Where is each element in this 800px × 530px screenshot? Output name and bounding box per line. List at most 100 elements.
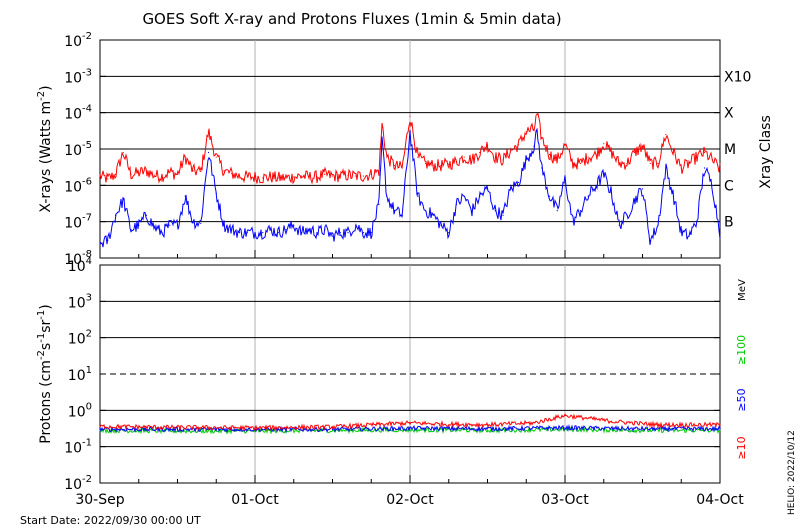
- proton-data-point: [176, 428, 179, 430]
- proton-data-point: [254, 427, 256, 429]
- xray-data-point: [192, 170, 194, 172]
- proton-data-point: [176, 426, 179, 428]
- xray-data-point: [184, 156, 186, 158]
- xray-data-point: [269, 176, 272, 178]
- xray-data-point: [618, 162, 620, 165]
- xray-data-point: [409, 115, 411, 117]
- xray-data-point: [572, 221, 574, 223]
- proton-data-point: [409, 429, 411, 431]
- xray-data-point: [672, 151, 675, 154]
- xray-data-point: [463, 156, 465, 158]
- xray-data-point: [541, 167, 543, 169]
- xray-data-point: [331, 235, 334, 237]
- proton-channel-labels: ≥100 ≥50 ≥10: [735, 335, 748, 460]
- proton-data-point: [440, 423, 442, 425]
- xray-data-point: [138, 224, 140, 226]
- xray-data-point: [626, 162, 628, 165]
- xray-data-point: [355, 224, 357, 226]
- xray-data-point: [448, 232, 450, 234]
- proton-channel-label: ≥100: [735, 335, 748, 365]
- xray-y-tick-label: 10-8: [64, 249, 92, 268]
- xray-data-point: [207, 151, 210, 154]
- xray-data-point: [665, 167, 667, 169]
- xray-data-point: [324, 173, 326, 175]
- xray-gridlines: [100, 40, 720, 258]
- xray-data-point: [223, 224, 225, 226]
- xray-data-point: [145, 214, 148, 216]
- proton-data-point: [719, 429, 721, 432]
- proton-series-line: [99, 423, 721, 434]
- xray-data-point: [254, 232, 256, 234]
- xray-data-point: [153, 174, 155, 176]
- xray-series-line: [99, 127, 721, 248]
- xray-data-point: [510, 150, 512, 152]
- xray-data-point: [316, 176, 318, 178]
- xray-y-tick-label: 10-5: [64, 140, 92, 159]
- proton-data-point: [99, 425, 101, 428]
- xray-data-point: [455, 160, 458, 163]
- proton-y-axis-label: Protons (cm-2s-1sr-1): [36, 304, 54, 443]
- xray-data-point: [184, 195, 186, 197]
- xray-data-point: [680, 232, 682, 234]
- xray-data-point: [610, 151, 613, 154]
- xray-data-point: [719, 232, 721, 234]
- xray-data-point: [99, 175, 101, 177]
- proton-data-point: [533, 422, 535, 424]
- proton-data-point: [564, 414, 566, 417]
- proton-channel-label: ≥50: [735, 388, 748, 411]
- xray-data-point: [517, 144, 520, 146]
- xray-y-tick-label: 10-2: [64, 31, 92, 50]
- xray-data-point: [138, 172, 140, 174]
- proton-data-point: [409, 427, 411, 429]
- xray-data-point: [300, 232, 303, 234]
- xray-data-point: [215, 156, 217, 158]
- xray-data-point: [479, 195, 481, 197]
- x-tick-label: 04-Oct: [696, 492, 744, 508]
- xray-data-point: [525, 159, 527, 161]
- xray-data-point: [696, 221, 698, 223]
- xray-data-point: [293, 176, 295, 178]
- xray-data-point: [510, 188, 512, 190]
- proton-data-point: [486, 429, 489, 432]
- xray-data-point: [703, 151, 706, 154]
- proton-data-point: [719, 424, 721, 426]
- xray-y-tick-label: 10-4: [64, 104, 92, 123]
- xray-data-point: [548, 195, 551, 197]
- xray-data-point: [649, 162, 651, 165]
- xray-data-point: [479, 151, 481, 154]
- xray-data-point: [440, 224, 442, 226]
- xray-data-point: [99, 242, 101, 245]
- xray-data-point: [603, 173, 605, 175]
- xray-data-point: [703, 167, 706, 169]
- xray-data-point: [711, 184, 713, 186]
- xray-data-point: [424, 162, 427, 165]
- xray-data-point: [192, 221, 194, 223]
- xray-data-point: [533, 145, 535, 147]
- xray-data-point: [564, 144, 566, 146]
- xray-data-point: [595, 154, 597, 156]
- proton-data-point: [486, 424, 489, 426]
- xray-data-point: [207, 131, 210, 133]
- xray-y-axis-label: X-rays (Watts m-2): [36, 85, 54, 212]
- xray-data-point: [362, 232, 365, 234]
- xray-data-point: [293, 224, 295, 226]
- xray-data-point: [657, 162, 659, 165]
- xray-data-point: [161, 175, 163, 177]
- xray-data-point: [122, 199, 124, 201]
- proton-gridlines: [100, 265, 720, 483]
- proton-y-tick-label: 103: [68, 292, 92, 311]
- xray-data-point: [246, 232, 248, 234]
- xray-data-point: [579, 210, 582, 212]
- energy-unit-label: MeV: [737, 279, 748, 301]
- proton-y-tick-label: 104: [68, 256, 92, 275]
- xray-data-point: [680, 167, 682, 169]
- xray-data-point: [579, 162, 582, 165]
- xray-data-point: [401, 214, 403, 216]
- proton-channel-label: ≥10: [735, 436, 748, 459]
- xray-data-point: [533, 128, 535, 130]
- xray-data-point: [517, 181, 520, 184]
- xray-data-point: [641, 145, 644, 147]
- xray-data-point: [107, 240, 109, 242]
- xray-data-point: [355, 175, 357, 177]
